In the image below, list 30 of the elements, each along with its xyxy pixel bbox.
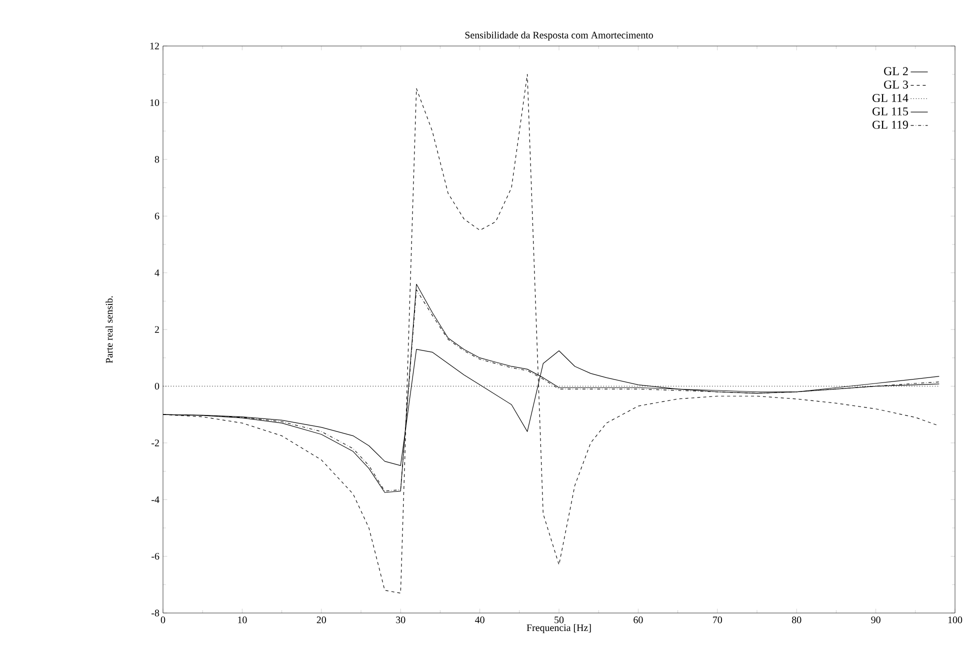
x-tick-label: 10 — [238, 616, 247, 624]
x-axis-title: Frequencia [Hz] — [526, 624, 591, 634]
y-tick-label: -2 — [152, 440, 159, 446]
x-tick-label: 50 — [554, 616, 564, 624]
x-tick-label: 40 — [475, 616, 484, 624]
legend-label: GL 115 — [872, 107, 908, 116]
x-tick-label: 70 — [713, 616, 722, 624]
x-tick-label: 60 — [634, 616, 643, 624]
y-tick-label: 12 — [150, 42, 159, 50]
y-tick-label: -4 — [152, 496, 160, 503]
y-axis-title: Parte real sensib. — [106, 296, 113, 364]
y-tick-label: 2 — [154, 326, 159, 333]
y-tick-label: 0 — [154, 382, 160, 390]
y-tick-label: -6 — [152, 552, 160, 560]
legend-label: GL 3 — [884, 80, 908, 89]
legend-label: GL 114 — [872, 94, 908, 102]
x-tick-label: 30 — [396, 616, 406, 624]
legend-label: GL 119 — [872, 120, 908, 129]
x-tick-label: 20 — [316, 616, 326, 624]
y-tick-label: 6 — [154, 212, 160, 220]
x-tick-label: 80 — [792, 616, 802, 624]
chart-title: Sensibilidade da Resposta com Amortecimento — [465, 31, 653, 40]
y-tick-label: 8 — [154, 156, 160, 163]
y-tick-label: -8 — [152, 610, 160, 616]
y-tick-label: 10 — [150, 99, 160, 106]
x-tick-label: 90 — [871, 616, 880, 624]
x-tick-label: 0 — [160, 616, 166, 624]
y-tick-label: 4 — [154, 270, 160, 276]
legend-label: GL 2 — [884, 67, 908, 76]
x-tick-label: 100 — [948, 616, 962, 624]
